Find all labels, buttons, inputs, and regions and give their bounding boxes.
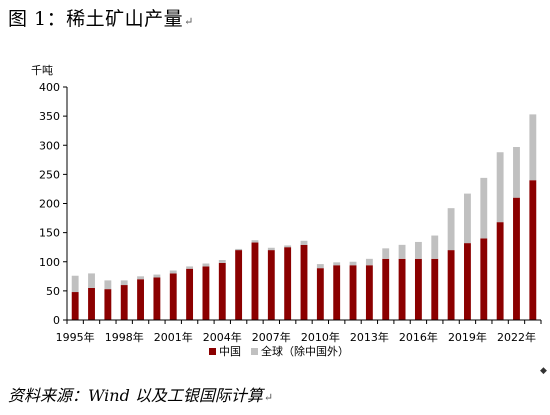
- bar-global-ex-china-2018: [447, 208, 455, 251]
- bar-china-2020: [480, 238, 488, 320]
- bar-china-2012: [349, 265, 357, 320]
- bar-china-2008: [284, 247, 292, 320]
- figure-title-text: 图 1：稀土矿山产量: [8, 8, 184, 30]
- y-axis: 0 50 100 150 200 250 300 350 400: [39, 81, 68, 327]
- legend-swatch-china: [209, 347, 216, 355]
- bar-global-ex-china-2006: [251, 240, 259, 243]
- x-tick-label: 2016年: [399, 330, 438, 344]
- corner-mark: ◆: [540, 366, 547, 376]
- bar-global-ex-china-2014: [382, 248, 390, 259]
- bar-global-ex-china-2002: [186, 266, 194, 269]
- bar-global-ex-china-2007: [267, 247, 275, 251]
- title-paragraph-mark: ↵: [184, 15, 194, 28]
- x-tick-label: 2001年: [154, 330, 193, 344]
- x-tick-label: 2022年: [497, 330, 536, 344]
- y-tick-label: 250: [39, 168, 60, 181]
- bar-china-2017: [431, 258, 439, 320]
- bar-global-ex-china-2001: [169, 270, 177, 274]
- bar-global-ex-china-2021: [496, 152, 504, 223]
- bar-global-ex-china-2022: [513, 146, 520, 198]
- bar-global-ex-china-2003: [202, 263, 210, 267]
- y-tick-label: 100: [39, 256, 60, 269]
- bar-global-ex-china-2008: [284, 245, 292, 248]
- bar-china-1995: [71, 292, 79, 320]
- y-tick-label: 200: [39, 198, 60, 211]
- bar-global-ex-china-1996: [88, 273, 95, 288]
- y-tick-label: 400: [39, 81, 60, 94]
- x-tick-label: 2019年: [448, 330, 487, 344]
- legend-item-china: 中国: [209, 343, 241, 359]
- bar-global-ex-china-2000: [153, 274, 161, 278]
- bar-global-ex-china-2019: [464, 193, 471, 244]
- bar-china-2007: [267, 250, 275, 320]
- bar-china-2022: [513, 197, 520, 320]
- bar-global-ex-china-1995: [71, 275, 79, 293]
- bar-global-ex-china-1997: [104, 280, 112, 290]
- bar-global-ex-china-2013: [365, 258, 373, 266]
- bar-global-ex-china-2020: [480, 177, 488, 239]
- bar-global-ex-china-2009: [300, 240, 308, 245]
- bar-global-ex-china-2004: [218, 260, 226, 263]
- bar-global-ex-china-2011: [333, 262, 341, 266]
- bar-china-2021: [496, 222, 504, 320]
- bar-china-2016: [414, 258, 422, 320]
- bar-global-ex-china-1998: [120, 280, 128, 286]
- bar-global-ex-china-2015: [398, 244, 406, 259]
- bar-china-2013: [365, 265, 373, 320]
- legend-item-global: 全球（除中国外）: [251, 343, 349, 359]
- bar-global-ex-china-2016: [414, 241, 422, 259]
- x-tick-label: 2013年: [350, 330, 389, 344]
- y-tick-label: 50: [46, 285, 60, 298]
- figure-title: 图 1：稀土矿山产量↵: [8, 4, 194, 31]
- bar-china-2023: [529, 180, 537, 320]
- source-note: 资料来源：Wind 以及工银国际计算↵: [8, 382, 273, 406]
- y-axis-unit-label: 千吨: [31, 64, 53, 77]
- x-tick-label: 2007年: [252, 330, 291, 344]
- bar-china-2011: [333, 265, 341, 320]
- bar-china-1997: [104, 289, 112, 320]
- bar-china-1999: [137, 279, 144, 320]
- x-tick-label: 2004年: [203, 330, 242, 344]
- bar-china-2005: [235, 250, 243, 320]
- bar-global-ex-china-2017: [431, 235, 439, 259]
- source-text: 资料来源：Wind 以及工银国际计算: [8, 386, 263, 405]
- bar-china-2001: [169, 273, 177, 320]
- bar-china-2006: [251, 242, 259, 320]
- bar-china-2002: [186, 268, 194, 320]
- x-tick-label: 2010年: [301, 330, 340, 344]
- bar-global-ex-china-1999: [137, 276, 144, 280]
- bar-china-2019: [464, 243, 471, 320]
- x-tick-label: 1998年: [105, 330, 144, 344]
- bar-china-2015: [398, 258, 406, 320]
- bar-group: [71, 114, 537, 320]
- bar-china-1998: [120, 285, 128, 320]
- legend-swatch-global: [251, 347, 258, 355]
- y-tick-label: 350: [39, 110, 60, 123]
- x-axis: 1995年 1998年 2001年 2004年 2007年 2010年 2013年 2016年…: [56, 319, 542, 344]
- bar-china-2014: [382, 258, 390, 320]
- y-tick-label: 0: [53, 314, 60, 327]
- bar-china-2010: [316, 268, 324, 320]
- bar-china-1996: [88, 287, 95, 320]
- bar-china-2003: [202, 266, 210, 320]
- y-tick-label: 300: [39, 139, 60, 152]
- bar-global-ex-china-2010: [316, 264, 324, 269]
- x-tick-label: 1995年: [56, 330, 95, 344]
- source-paragraph-mark: ↵: [263, 391, 274, 404]
- bar-china-2009: [300, 244, 308, 320]
- bar-china-2004: [218, 262, 226, 320]
- legend-label-china: 中国: [219, 345, 241, 358]
- legend-label-global: 全球（除中国外）: [261, 345, 349, 358]
- bar-global-ex-china-2012: [349, 261, 357, 266]
- bar-global-ex-china-2023: [529, 114, 537, 181]
- bar-global-ex-china-2005: [235, 248, 243, 251]
- y-tick-label: 150: [39, 227, 60, 240]
- bar-china-2018: [447, 250, 455, 320]
- bar-china-2000: [153, 277, 161, 320]
